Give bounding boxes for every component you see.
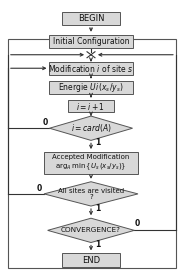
FancyBboxPatch shape xyxy=(50,62,132,75)
Text: Accepted Modification
$\arg_A \min\,\{U_s\,(x_s/y_s)\}$: Accepted Modification $\arg_A \min\,\{U_… xyxy=(52,154,130,172)
Polygon shape xyxy=(48,218,134,243)
Text: 1: 1 xyxy=(96,138,101,147)
Text: CONVERGENCE?: CONVERGENCE? xyxy=(61,227,121,233)
Text: 0: 0 xyxy=(37,184,42,193)
Text: Initial Configuration: Initial Configuration xyxy=(53,37,129,46)
Text: END: END xyxy=(82,256,100,265)
FancyBboxPatch shape xyxy=(50,35,132,48)
Text: Energie $Ui\,(x_s/y_s)$: Energie $Ui\,(x_s/y_s)$ xyxy=(58,81,124,94)
Polygon shape xyxy=(50,116,132,140)
Text: Modification $i$ of site $s$: Modification $i$ of site $s$ xyxy=(48,63,134,74)
FancyBboxPatch shape xyxy=(62,12,120,25)
FancyBboxPatch shape xyxy=(62,253,120,267)
FancyBboxPatch shape xyxy=(50,81,132,94)
Text: $i = card(A)$: $i = card(A)$ xyxy=(71,122,111,134)
Text: 0: 0 xyxy=(134,219,140,227)
Text: $i = i + 1$: $i = i + 1$ xyxy=(76,101,106,112)
Bar xyxy=(8,39,176,268)
Text: 0: 0 xyxy=(42,118,48,127)
FancyBboxPatch shape xyxy=(68,100,114,112)
Text: 1: 1 xyxy=(96,240,101,249)
Text: All sites are visited
?: All sites are visited ? xyxy=(58,188,124,200)
Text: BEGIN: BEGIN xyxy=(78,14,104,23)
Polygon shape xyxy=(44,182,138,206)
Text: 1: 1 xyxy=(96,204,101,213)
FancyBboxPatch shape xyxy=(44,152,138,174)
